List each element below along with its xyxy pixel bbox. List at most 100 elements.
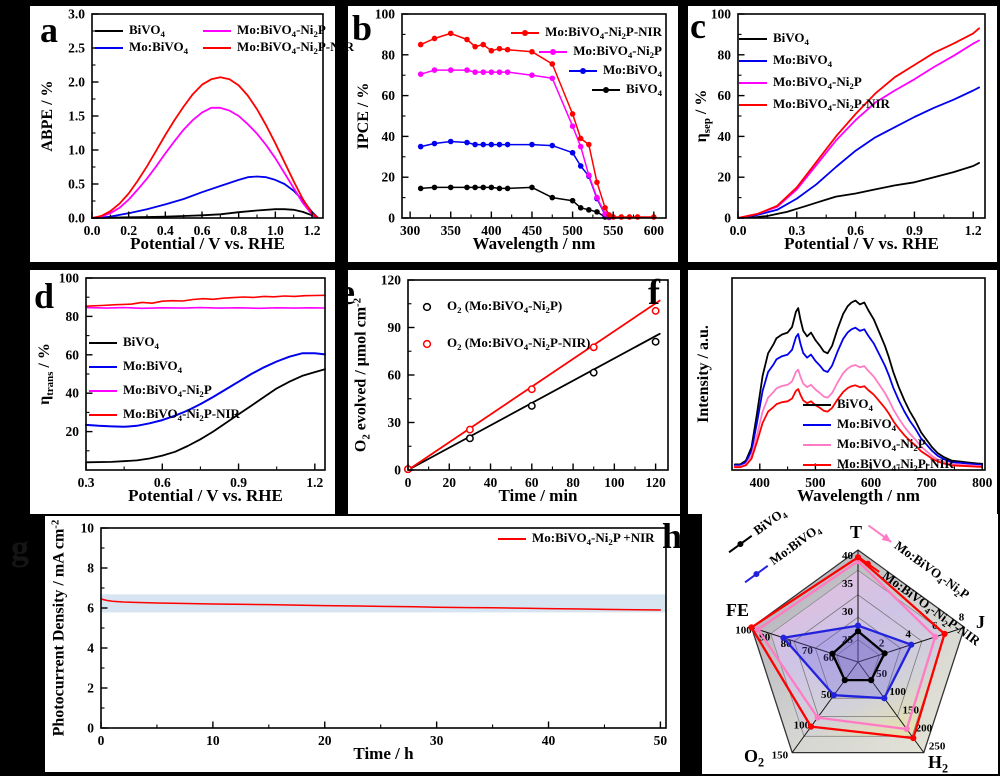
legend-marker-line-dot-icon bbox=[592, 86, 621, 93]
y-tick-label: 20 bbox=[718, 170, 732, 185]
panel-letter-f: f bbox=[648, 272, 660, 312]
legend-marker-line-icon bbox=[803, 403, 831, 406]
legend: BiVO4 Mo:BiVO4-Ni2P Mo:BiVO4 Mo:BiVO4-Ni2P-… bbox=[94, 22, 354, 56]
y-tick-label: 60 bbox=[382, 88, 396, 103]
panel-b: b 300 350 400 450 500 550 600 0 20 40 60 80 100 IPCE … bbox=[348, 6, 678, 262]
legend-marker-line-icon bbox=[739, 59, 767, 62]
legend-marker-line-dot-icon bbox=[568, 67, 597, 74]
y-axis-label: IPCE / % bbox=[355, 82, 372, 150]
legend-label: Mo:BiVO4 bbox=[773, 52, 833, 70]
legend-entry: Mo:BiVO4-Ni2P-NIR bbox=[738, 96, 890, 113]
radar-axis-label-FE: FE bbox=[726, 600, 750, 620]
legend-entry: Mo:BiVO4-Ni2P-NIR bbox=[510, 24, 662, 41]
x-tick-label: 0.4 bbox=[157, 223, 174, 238]
y-tick-label: 10 bbox=[81, 521, 95, 536]
y-tick-label: 4 bbox=[87, 641, 94, 656]
x-tick-label: 550 bbox=[603, 223, 624, 238]
radar-tick-label-J: 8 bbox=[959, 611, 965, 623]
legend-entry: Mo:BiVO4-Ni2P-NIR bbox=[202, 39, 354, 56]
y-tick-label: 40 bbox=[382, 129, 396, 144]
legend-label: Mo:BiVO4-Ni2P +NIR bbox=[532, 530, 655, 548]
legend-entry: Mo:BiVO4-Ni2P bbox=[538, 43, 662, 60]
y-tick-label: 80 bbox=[382, 47, 396, 62]
legend-entry: Mo:BiVO4-Ni2P +NIR bbox=[497, 530, 655, 547]
legend-label: Mo:BiVO4-Ni2P-NIR bbox=[773, 96, 890, 114]
legend-entry: Mo:BiVO4-Ni2P bbox=[88, 382, 240, 399]
y-tick-label: 0 bbox=[724, 211, 731, 226]
legend-marker-line-icon bbox=[803, 443, 831, 446]
y-tick-label: 100 bbox=[711, 7, 732, 22]
y-tick-label: 30 bbox=[388, 415, 402, 430]
legend-entry: BiVO4 bbox=[723, 505, 790, 560]
legend-entry: O2 (Mo:BiVO4-Ni2P-NIR) bbox=[412, 335, 590, 352]
x-tick-label: 1.2 bbox=[306, 475, 323, 490]
x-tick-label: 0.8 bbox=[230, 223, 247, 238]
x-tick-label: 700 bbox=[916, 475, 937, 490]
x-tick-label: 600 bbox=[861, 475, 882, 490]
y-tick-label: 60 bbox=[388, 368, 402, 383]
chart-c-svg: 0.0 0.3 0.6 0.9 1.2 0 20 40 60 80 100 bbox=[711, 7, 986, 238]
panel-a: a 0.0 0.2 0.4 0.6 0.8 1.0 1.2 0.0 0.5 1.0 1.5 2.0 2.… bbox=[30, 6, 354, 262]
radar-tick-label-H2: 200 bbox=[916, 722, 933, 734]
legend-marker-line-icon bbox=[89, 389, 117, 392]
panel-h: h 25303540246850100150200250501001506070… bbox=[662, 507, 998, 776]
legend-marker-line-icon bbox=[203, 46, 232, 49]
y-tick-label: 0 bbox=[388, 211, 395, 226]
x-tick-label: 450 bbox=[522, 223, 543, 238]
y-tick-label: 3.0 bbox=[68, 7, 85, 22]
y-tick-label: 100 bbox=[375, 7, 396, 22]
radar-axis-label-T: T bbox=[850, 522, 863, 542]
legend-marker-open-icon bbox=[422, 339, 432, 348]
radar-axis-label-H2: H2 bbox=[928, 752, 949, 776]
x-tick-label: 1.2 bbox=[304, 223, 321, 238]
x-tick-label: 1.2 bbox=[965, 223, 982, 238]
y-tick-label: 60 bbox=[718, 88, 732, 103]
x-tick-label: 400 bbox=[481, 223, 502, 238]
legend: BiVO4 Mo:BiVO4 Mo:BiVO4-Ni2P Mo:BiVO4-Ni2P-… bbox=[88, 334, 240, 423]
x-axis-label: Wavelength / nm bbox=[797, 486, 920, 505]
legend-label: Mo:BiVO4-Ni2P-NIR bbox=[237, 39, 354, 57]
legend-entry: Mo:BiVO4-Ni2P bbox=[863, 518, 972, 604]
panel-letter-h: h bbox=[662, 516, 683, 556]
legend-entry: Mo:BiVO4 bbox=[738, 52, 890, 69]
legend-label: Mo:BiVO4-Ni2P bbox=[837, 436, 926, 454]
x-tick-label: 30 bbox=[430, 733, 444, 748]
x-tick-label: 10 bbox=[206, 733, 220, 748]
x-tick-label: 40 bbox=[484, 475, 498, 490]
x-tick-label: 500 bbox=[805, 475, 826, 490]
x-tick-label: 60 bbox=[525, 475, 539, 490]
panel-letter-e: e bbox=[339, 272, 355, 312]
y-tick-label: 100 bbox=[59, 271, 80, 286]
legend-label: Mo:BiVO4-Ni2P bbox=[123, 382, 212, 400]
x-tick-label: 40 bbox=[542, 733, 556, 748]
legend-marker-line-icon bbox=[803, 463, 831, 466]
x-tick-label: 0.6 bbox=[154, 475, 171, 490]
radar-tick-label-T: 35 bbox=[842, 578, 854, 590]
legend-label: Mo:BiVO4 bbox=[123, 358, 183, 376]
x-tick-label: 0.3 bbox=[78, 475, 95, 490]
legend-marker-line-icon bbox=[95, 29, 123, 32]
radar-tick-label-H2: 50 bbox=[876, 668, 888, 680]
panel-d: d 0.3 0.6 0.9 1.2 20 40 60 80 100 ηtrans / % Poten… bbox=[30, 270, 335, 514]
legend-label: O2 (Mo:BiVO4-Ni2P) bbox=[447, 298, 563, 316]
radar-tick-label-T: 40 bbox=[842, 550, 854, 562]
panel-g: g 0 10 20 30 40 50 0 2 4 6 8 10 Photocurrent Density… bbox=[11, 516, 680, 772]
y-axis-label: Photocurrent Density / mA cm-2 bbox=[49, 519, 68, 737]
radar-tick-label-FE: 100 bbox=[735, 624, 752, 636]
legend-label: Mo:BiVO4-Ni2P-NIR bbox=[123, 406, 240, 424]
legend-marker-line-dot-icon bbox=[744, 564, 769, 583]
y-tick-label: 80 bbox=[66, 309, 80, 324]
legend-marker-arrow-icon bbox=[868, 524, 893, 543]
panel-letter-d: d bbox=[34, 276, 55, 316]
legend-marker-line-icon bbox=[203, 29, 232, 32]
x-axis-label: Potential / V vs. RHE bbox=[128, 486, 283, 505]
x-tick-label: 0.0 bbox=[84, 223, 101, 238]
chart-d-svg: 0.3 0.6 0.9 1.2 20 40 60 80 100 bbox=[59, 271, 326, 490]
radar-chart-svg: 2530354024685010015020025050100150607080… bbox=[735, 549, 966, 762]
legend-entry: BiVO4 bbox=[94, 22, 188, 39]
y-tick-label: 8 bbox=[87, 561, 94, 576]
y-tick-label: 1.5 bbox=[68, 109, 85, 124]
legend-marker-line-dot-icon bbox=[539, 48, 568, 55]
chart-f-svg: 400 500 600 700 800 bbox=[731, 277, 993, 490]
x-tick-label: 0 bbox=[98, 733, 105, 748]
